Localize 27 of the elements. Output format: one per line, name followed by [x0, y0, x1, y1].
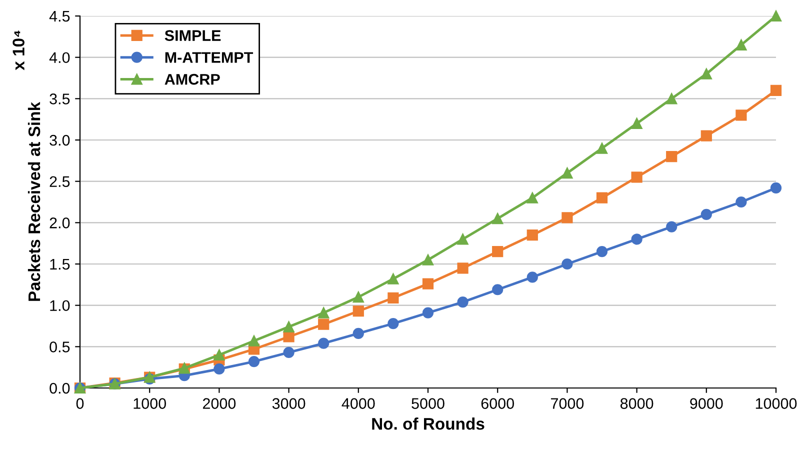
- y-tick-label: 0.0: [50, 382, 70, 394]
- x-tick-label: 3000: [272, 398, 306, 409]
- legend-label: AMCRP: [164, 74, 220, 85]
- y-tick-label: 2.5: [50, 176, 70, 188]
- x-tick-label: 1000: [134, 398, 166, 409]
- y-tick-label: 0.5: [50, 342, 70, 352]
- x-tick-label: 9000: [690, 398, 723, 409]
- text: x 10⁴: [12, 30, 24, 70]
- y-tick-label: 4.5: [49, 11, 70, 22]
- y-tick-label: 4.0: [49, 52, 70, 64]
- x-tick-label: 8000: [620, 398, 654, 409]
- x-tick-label: 0: [76, 398, 84, 409]
- x-tick-label: 2000: [202, 398, 236, 409]
- x-axis-title: No. of Rounds: [372, 418, 484, 430]
- y-tick-label: 3.5: [50, 94, 70, 104]
- y-tick-label: 2.0: [50, 218, 70, 228]
- x-tick-label: 10000: [756, 398, 797, 409]
- x-tick-label: 5000: [412, 398, 444, 409]
- y-tick-label: 1.5: [50, 259, 70, 270]
- x-tick-label: 4000: [342, 398, 375, 409]
- legend-label: SIMPLE: [164, 30, 221, 41]
- legend-label: M-ATTEMPT: [165, 52, 254, 63]
- x-tick-label: 6000: [481, 398, 514, 409]
- y-axis-title: Packets Received at Sink: [28, 102, 40, 301]
- y-tick-label: 1.0: [50, 300, 70, 312]
- x-tick-label: 7000: [550, 398, 584, 409]
- y-tick-label: 3.0: [50, 134, 70, 146]
